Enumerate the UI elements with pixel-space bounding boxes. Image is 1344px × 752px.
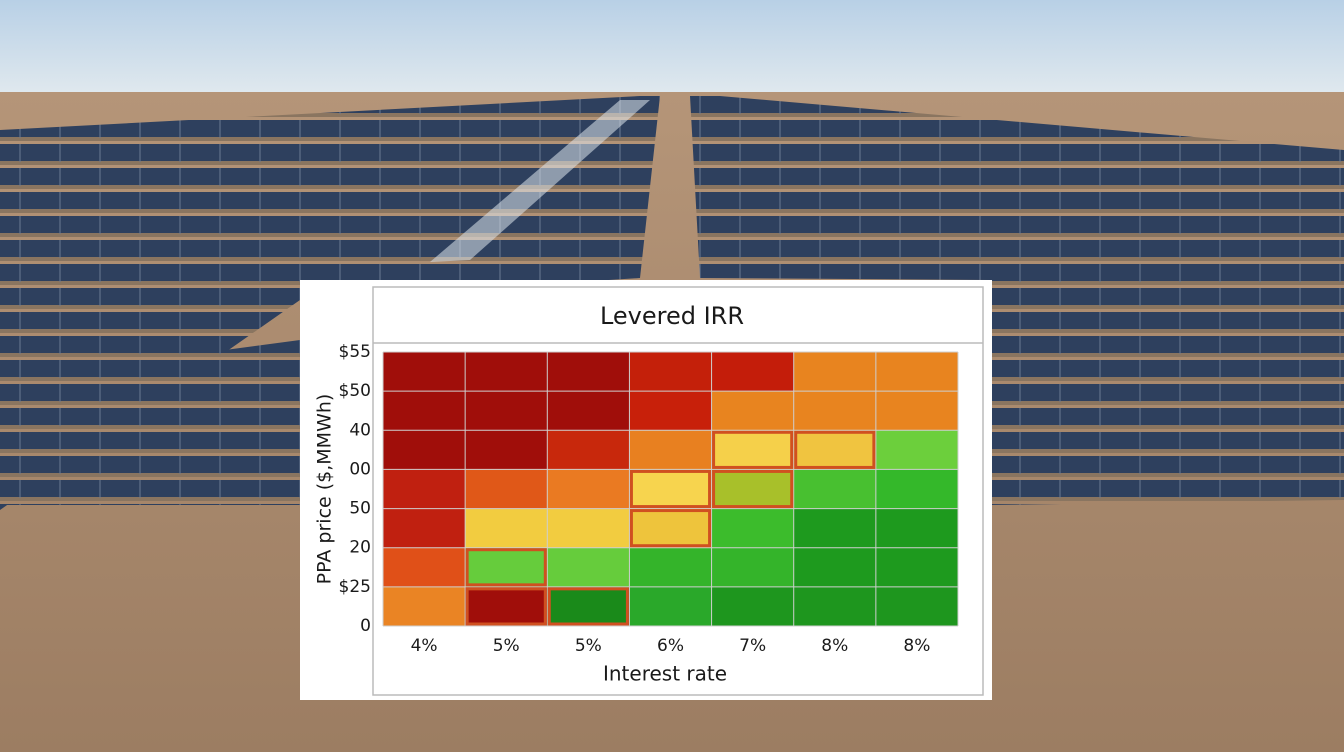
chart-frame [372, 286, 984, 696]
heatmap-cell [465, 508, 548, 548]
y-tick-label: $25 [339, 577, 371, 597]
x-tick-label: 5% [575, 636, 602, 656]
heatmap-cell [465, 469, 548, 509]
heatmap-cell [547, 352, 630, 392]
heatmap-cell [875, 469, 958, 509]
solar-panels-left [0, 96, 660, 510]
x-tick-label: 4% [411, 636, 438, 656]
heatmap-cell [793, 391, 876, 431]
heatmap-cell [629, 469, 712, 509]
highlight-outline [629, 509, 712, 548]
heatmap-cell [629, 352, 712, 392]
heatmap-cell [875, 391, 958, 431]
x-tick-label: 8% [821, 636, 848, 656]
heatmap-cell [547, 508, 630, 548]
heatmap-cell [629, 508, 712, 548]
heatmap-cell [793, 430, 876, 470]
heatmap-cell [547, 430, 630, 470]
highlight-outline [547, 587, 629, 626]
heatmap-cell [465, 586, 548, 626]
heatmap-cell [875, 586, 958, 626]
heatmap-cell [793, 508, 876, 548]
heatmap-cell [383, 586, 466, 626]
heatmap-cell [629, 586, 712, 626]
highlight-outline [794, 430, 876, 469]
solar-panels-right [690, 96, 1344, 505]
heatmap-cell [383, 469, 466, 509]
sun-glare [430, 100, 650, 262]
highlight-outline [465, 587, 547, 626]
heatmap-cell [875, 430, 958, 470]
heatmap-cell [711, 469, 794, 509]
x-tick-label: 8% [903, 636, 930, 656]
x-axis-label: Interest rate [603, 662, 727, 686]
heatmap-cell [465, 430, 548, 470]
heatmap-cell [711, 430, 794, 470]
y-tick-label: 40 [349, 420, 371, 440]
y-tick-label: $50 [339, 381, 371, 401]
x-tick-label: 7% [739, 636, 766, 656]
x-tick-label: 6% [657, 636, 684, 656]
chart-title: Levered IRR [600, 302, 744, 330]
y-tick-label: 50 [349, 499, 371, 519]
y-tick-label: 20 [349, 538, 371, 558]
heatmap-cell [383, 508, 466, 548]
heatmap-cell [793, 469, 876, 509]
heatmap-cell [547, 586, 630, 626]
heatmap-cell [465, 352, 548, 392]
y-tick-label: 0 [360, 616, 371, 636]
y-tick-label: $55 [339, 342, 371, 362]
heatmap-cell [629, 430, 712, 470]
heatmap-cell [547, 547, 630, 587]
heatmap-cell [547, 469, 630, 509]
heatmap-cell [711, 586, 794, 626]
heatmap-cell [711, 547, 794, 587]
heatmap-cell [383, 391, 466, 431]
heatmap-cell [875, 547, 958, 587]
heatmap-cell [629, 391, 712, 431]
heatmap-cell [383, 352, 466, 392]
heatmap-cell [793, 586, 876, 626]
heatmap-cell [875, 508, 958, 548]
heatmap-cell [711, 352, 794, 392]
y-axis-label: PPA price ($,MMWh) [314, 394, 336, 585]
highlight-outline [465, 548, 547, 587]
heatmap-cell [465, 391, 548, 431]
highlight-outline [712, 469, 794, 509]
heatmap-cell [711, 508, 794, 548]
heatmap-cell [793, 352, 876, 392]
heatmap-cell [711, 391, 794, 431]
y-tick-label: 00 [349, 459, 371, 479]
heatmap-cell [793, 547, 876, 587]
heatmap-cell [465, 547, 548, 587]
heatmap-cell [383, 547, 466, 587]
heatmap-cell [383, 430, 466, 470]
heatmap-cell [547, 391, 630, 431]
solar-panels-front [0, 340, 300, 505]
highlight-outline [712, 430, 794, 469]
heatmap-cell [629, 547, 712, 587]
x-tick-label: 5% [493, 636, 520, 656]
heatmap-cell [875, 352, 958, 392]
heatmap: 4% 5% 5% 6% 7% 8% 8% $55 $50 40 00 50 20 $25 0 [339, 342, 959, 656]
sky [0, 0, 1344, 92]
highlight-outline [629, 469, 712, 509]
